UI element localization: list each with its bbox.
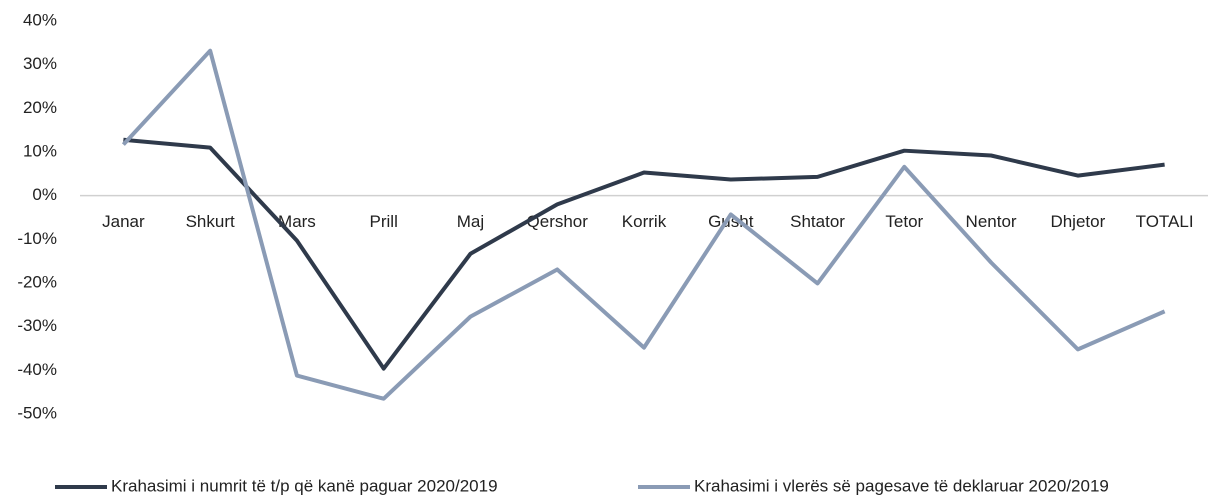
x-tick-label: Korrik <box>622 212 667 231</box>
legend-label: Krahasimi i numrit të t/p që kanë paguar… <box>111 476 498 495</box>
legend-label: Krahasimi i vlerës së pagesave të deklar… <box>694 476 1109 495</box>
x-tick-label: Tetor <box>885 212 923 231</box>
x-tick-label: Mars <box>278 212 316 231</box>
x-tick-label: Gusht <box>708 212 754 231</box>
x-tick-label: Nentor <box>966 212 1017 231</box>
y-tick-label: -40% <box>17 360 57 379</box>
series-line <box>121 48 1166 401</box>
x-tick-label: Janar <box>102 212 145 231</box>
y-tick-label: -20% <box>17 272 57 291</box>
y-tick-label: -30% <box>17 316 57 335</box>
y-tick-label: 30% <box>23 54 57 73</box>
y-tick-label: 40% <box>23 10 57 29</box>
x-tick-label: Shtator <box>790 212 845 231</box>
y-tick-label: -50% <box>17 403 57 422</box>
x-tick-label: TOTALI <box>1136 212 1194 231</box>
x-tick-label: Prill <box>370 212 398 231</box>
y-tick-label: 10% <box>23 141 57 160</box>
y-tick-label: 0% <box>32 185 57 204</box>
series-line <box>123 137 1165 371</box>
y-tick-label: 20% <box>23 98 57 117</box>
x-tick-label: Qershor <box>527 212 589 231</box>
x-tick-label: Maj <box>457 212 484 231</box>
y-tick-label: -10% <box>17 229 57 248</box>
x-tick-label: Shkurt <box>186 212 235 231</box>
x-tick-label: Dhjetor <box>1050 212 1105 231</box>
